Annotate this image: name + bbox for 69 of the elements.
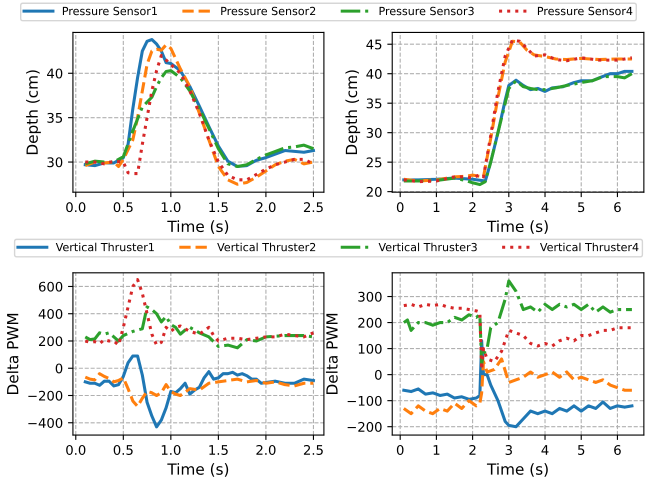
y-tick-label: 40 <box>366 68 382 79</box>
x-tick-label: 1.5 <box>209 445 228 455</box>
y-tick-label: 30 <box>47 157 62 168</box>
legend-label: Vertical Thruster2 <box>217 242 316 252</box>
x-axis-title: Time (s) <box>486 463 548 477</box>
x-tick-label: 3 <box>506 444 512 455</box>
line-series <box>84 372 315 408</box>
x-tick-label: 0.0 <box>66 202 86 212</box>
x-tick-label: 5 <box>578 445 584 455</box>
x-tick-label: 2 <box>469 444 476 455</box>
y-tick-label: 35 <box>366 98 382 108</box>
y-axis-title: Delta PWM <box>6 314 18 394</box>
x-tick-label: 1.5 <box>209 202 228 212</box>
x-axis-title: Time (s) <box>486 220 548 234</box>
y-tick-label: 300 <box>358 292 382 302</box>
x-tick-label: 2.5 <box>304 202 323 212</box>
legend-label: Pressure Sensor2 <box>221 6 316 16</box>
x-tick-label: 0.5 <box>114 202 133 212</box>
x-tick-label: 4 <box>541 202 548 212</box>
y-tick-label: 35 <box>47 112 62 123</box>
y-tick-label: 200 <box>38 336 62 346</box>
legend-label: Pressure Sensor3 <box>380 6 474 16</box>
x-tick-label: 0.5 <box>114 444 133 455</box>
line-series <box>402 357 634 416</box>
x-tick-label: 6 <box>614 444 621 455</box>
y-tick-label: 45 <box>366 40 382 50</box>
x-tick-label: 5 <box>578 202 584 212</box>
y-tick-label: 0 <box>374 370 382 380</box>
legend-label: Vertical Thruster3 <box>378 242 477 252</box>
x-tick-label: 1 <box>434 202 440 212</box>
x-tick-label: 2.0 <box>256 202 276 212</box>
x-axis-title: Time (s) <box>167 220 228 234</box>
x-tick-label: 2.0 <box>256 444 276 455</box>
legend-label: Vertical Thruster4 <box>540 242 638 252</box>
y-tick-label: 20 <box>366 186 382 197</box>
y-tick-label: 30 <box>366 128 382 138</box>
y-axis-title: Depth (cm) <box>26 70 41 154</box>
x-tick-label: 1.0 <box>162 202 180 212</box>
y-tick-label: −200 <box>348 422 382 432</box>
y-axis-title: Delta PWM <box>326 314 338 394</box>
legend-label: Pressure Sensor4 <box>538 6 632 16</box>
y-tick-label: −200 <box>28 390 62 401</box>
x-tick-label: 0 <box>396 202 404 212</box>
y-tick-label: 200 <box>358 318 382 328</box>
line-series <box>84 278 315 347</box>
y-tick-label: 400 <box>38 308 62 319</box>
x-tick-label: 3 <box>506 202 512 212</box>
line-series <box>84 305 315 350</box>
x-tick-label: 4 <box>541 445 548 455</box>
x-tick-label: 1 <box>434 445 440 455</box>
line-series <box>84 69 315 168</box>
y-tick-label: 40 <box>47 68 62 78</box>
y-tick-label: 25 <box>366 157 382 168</box>
line-series <box>402 279 634 366</box>
y-tick-label: −100 <box>348 396 382 406</box>
x-tick-label: 0 <box>396 444 404 455</box>
y-axis-title: Depth (cm) <box>345 70 360 154</box>
x-tick-label: 2 <box>469 202 476 212</box>
y-tick-label: 100 <box>358 344 382 354</box>
legend-label: Pressure Sensor1 <box>62 6 157 16</box>
x-tick-label: 0.0 <box>66 444 86 455</box>
y-tick-label: −400 <box>28 418 62 428</box>
x-axis-title: Time (s) <box>167 463 228 477</box>
x-tick-label: 1.0 <box>162 444 180 455</box>
x-tick-label: 2.5 <box>304 444 323 455</box>
y-tick-label: 0 <box>56 363 62 374</box>
y-tick-label: 600 <box>38 282 62 292</box>
x-tick-label: 6 <box>614 202 621 212</box>
legend-label: Vertical Thruster1 <box>56 242 154 252</box>
